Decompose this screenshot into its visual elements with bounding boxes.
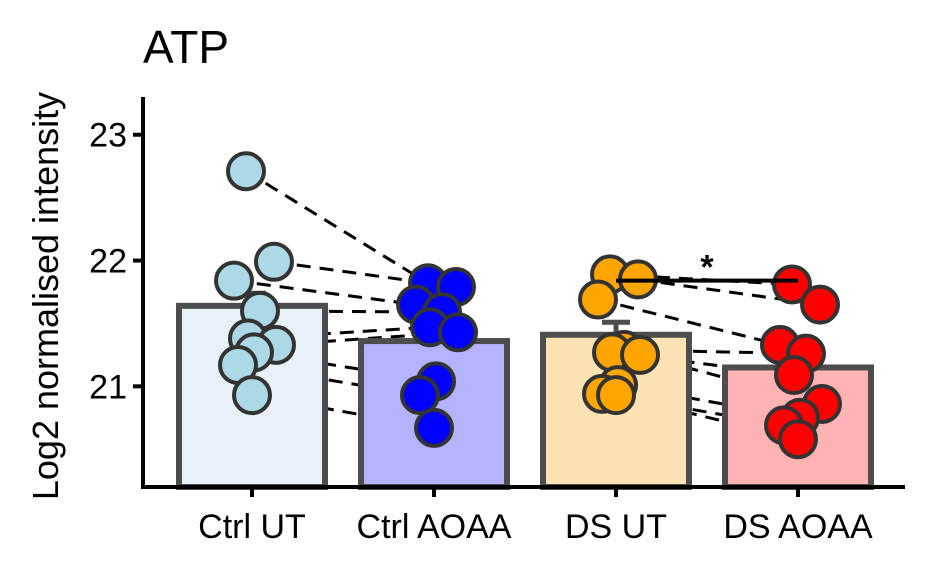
data-point [620,334,660,375]
x-tick-label: DS UT [565,508,667,546]
x-tick-label: Ctrl UT [198,508,306,546]
data-point [596,375,636,416]
y-axis-label: Log2 normalised intensity [25,92,66,500]
data-point [400,375,440,416]
data-point [214,260,254,301]
paired-line [597,298,781,347]
chart-title: ATP [143,21,229,73]
paired-line [233,279,417,307]
paired-line [273,260,457,289]
data-point [414,407,454,448]
y-tick-label: 21 [89,368,127,406]
data-point [226,151,266,192]
data-point [778,419,818,460]
data-point [254,241,294,282]
data-points [214,151,842,460]
data-point [438,312,478,353]
x-tick-label: DS AOAA [723,508,873,546]
data-point [800,284,840,325]
axes: 21 22 23 Ctrl UT Ctrl AOAA DS UT DS AOAA [89,97,905,546]
y-tick-label: 23 [89,117,127,155]
significance-annotation: * [616,249,798,287]
y-tick-label: 22 [89,243,127,281]
data-point [578,279,618,320]
data-point [774,355,814,396]
paired-line [245,169,429,285]
paired-line [637,277,821,307]
x-tick-label: Ctrl AOAA [357,508,512,546]
significance-label: * [700,249,714,287]
data-point [772,264,812,305]
data-point [232,375,272,416]
